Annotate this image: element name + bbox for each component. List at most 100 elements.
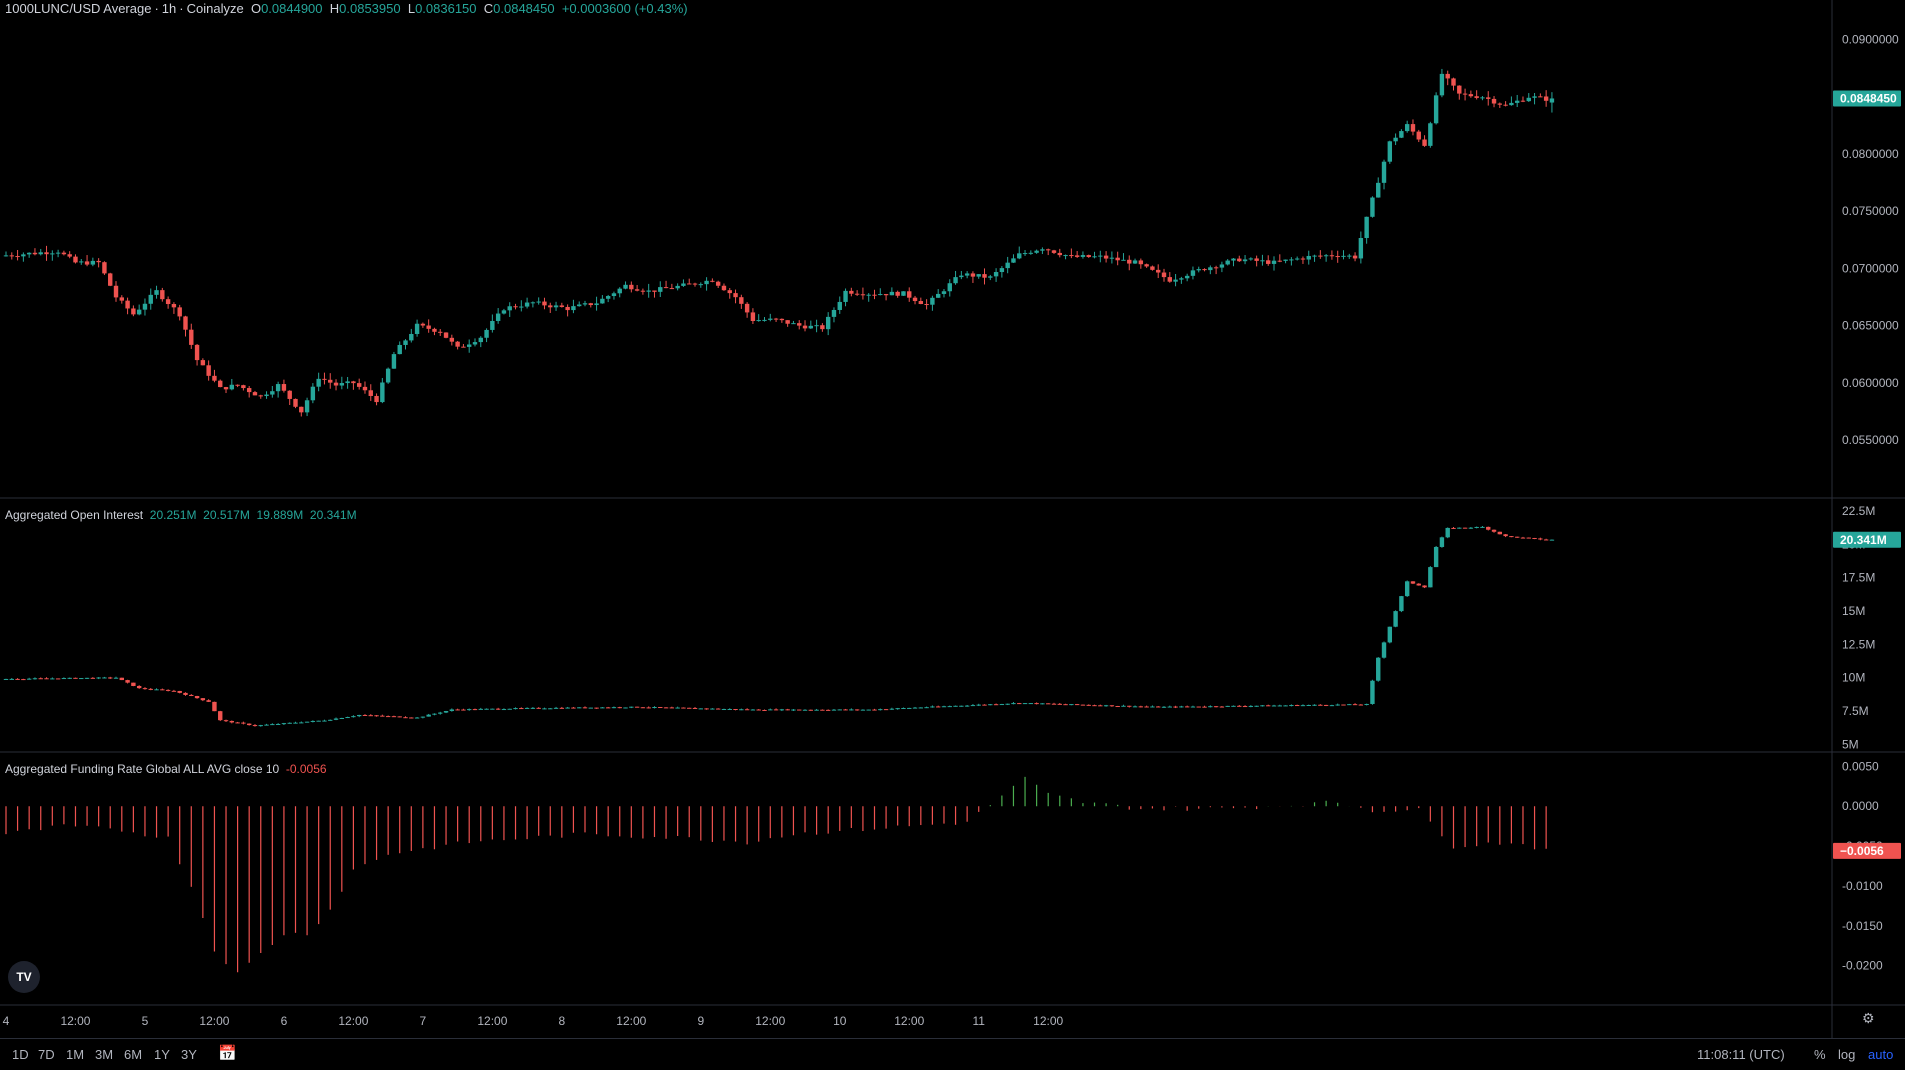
price-candle [1468,94,1474,97]
range-3y[interactable]: 3Y [181,1047,197,1062]
oi-candle [223,720,229,722]
percent-toggle[interactable]: % [1814,1047,1826,1062]
price-candle [802,325,808,329]
price-candle [218,380,223,388]
price-candle [142,303,148,310]
oi-candle [1231,705,1236,707]
price-candle [895,291,900,296]
price-candle [1254,258,1259,261]
price-candle [1150,266,1155,270]
oi-candle [1491,529,1497,532]
price-candle [1381,161,1387,183]
oi-candle [687,707,692,709]
oi-candle [959,705,964,707]
price-candle [924,304,929,306]
oi-candle [1335,704,1340,706]
oi-candle [617,707,622,709]
open-label: O [250,1,262,16]
price-candle [391,354,397,369]
oi-tick-label: 17.5M [1842,571,1875,585]
price-candle [1242,259,1248,262]
range-1m[interactable]: 1M [66,1047,85,1062]
oi-candle [1474,526,1479,528]
oi-candle [1439,537,1445,547]
range-6m[interactable]: 6M [124,1047,143,1062]
oi-candle [1347,704,1352,706]
oi-candle [403,717,408,719]
high-label: H [329,1,340,16]
price-candle [1514,100,1520,103]
oi-candle [895,708,900,710]
time-tick-label: 12:00 [477,1014,507,1028]
price-candle [1144,264,1149,267]
price-candle [148,294,153,304]
oi-candle [160,689,165,691]
price-candle [1312,255,1317,257]
range-1y[interactable]: 1Y [154,1047,170,1062]
price-candle [565,306,570,311]
oi-candle [889,708,895,710]
price-candle [779,318,785,321]
price-candle [582,303,588,305]
oi-candle [1086,704,1091,706]
oi-candle [1399,596,1404,612]
oi-candle [189,694,194,697]
oi-candle [177,690,182,693]
oi-candle [1503,534,1508,537]
oi-candle [1260,705,1265,707]
oi-candle [1248,705,1254,707]
range-7d[interactable]: 7D [38,1047,55,1062]
price-candle [21,254,26,257]
oi-candle [1184,706,1190,708]
oi-candle [1306,704,1311,706]
fr-title[interactable]: Aggregated Funding Rate Global ALL AVG c… [5,762,280,776]
price-candle [1404,124,1410,132]
price-candle [640,290,646,292]
auto-toggle[interactable]: auto [1868,1047,1894,1062]
oi-candle [1051,703,1057,705]
oi-low: 19.889M [256,508,304,522]
price-candle [194,344,200,361]
settings-gear-icon[interactable]: ⚙ [1862,1010,1875,1026]
oi-candle [1294,705,1300,707]
price-candle [299,406,304,413]
price-candle [1173,279,1178,282]
price-candle [1526,97,1531,102]
oi-candle [1167,706,1172,708]
symbol-name[interactable]: 1000LUNC/USD Average [5,1,152,16]
oi-candle [50,678,55,680]
price-candle [490,320,495,330]
oi-title[interactable]: Aggregated Open Interest [5,508,144,522]
oi-tick-label: 22.5M [1842,504,1875,518]
oi-candle [698,708,703,710]
price-candle [611,293,617,297]
oi-candle [640,707,646,709]
oi-candle [947,706,952,708]
price-candle [385,368,391,383]
oi-candle [1196,706,1201,708]
price-candle [629,284,634,290]
price-candle [1549,98,1555,103]
price-candle [837,301,842,310]
tradingview-logo[interactable]: TV [8,961,40,993]
oi-candle [1138,706,1144,708]
price-candle [443,332,449,338]
calendar-icon[interactable]: 📅 [218,1045,237,1062]
range-3m[interactable]: 3M [95,1047,114,1062]
price-candle [970,273,976,277]
utc-clock[interactable]: 11:08:11 (UTC) [1697,1047,1785,1062]
oi-candle [235,722,240,724]
oi-candle [878,709,883,711]
oi-candle [1179,706,1184,708]
log-toggle[interactable]: log [1838,1047,1856,1062]
price-candle [252,392,258,396]
range-1d[interactable]: 1D [12,1047,29,1062]
price-candle [872,294,877,296]
interval-label[interactable]: 1h [161,1,177,16]
oi-tick-label: 15M [1842,604,1865,618]
oi-candle [275,723,281,725]
oi-candle [1046,703,1051,705]
price-candle [55,252,61,254]
